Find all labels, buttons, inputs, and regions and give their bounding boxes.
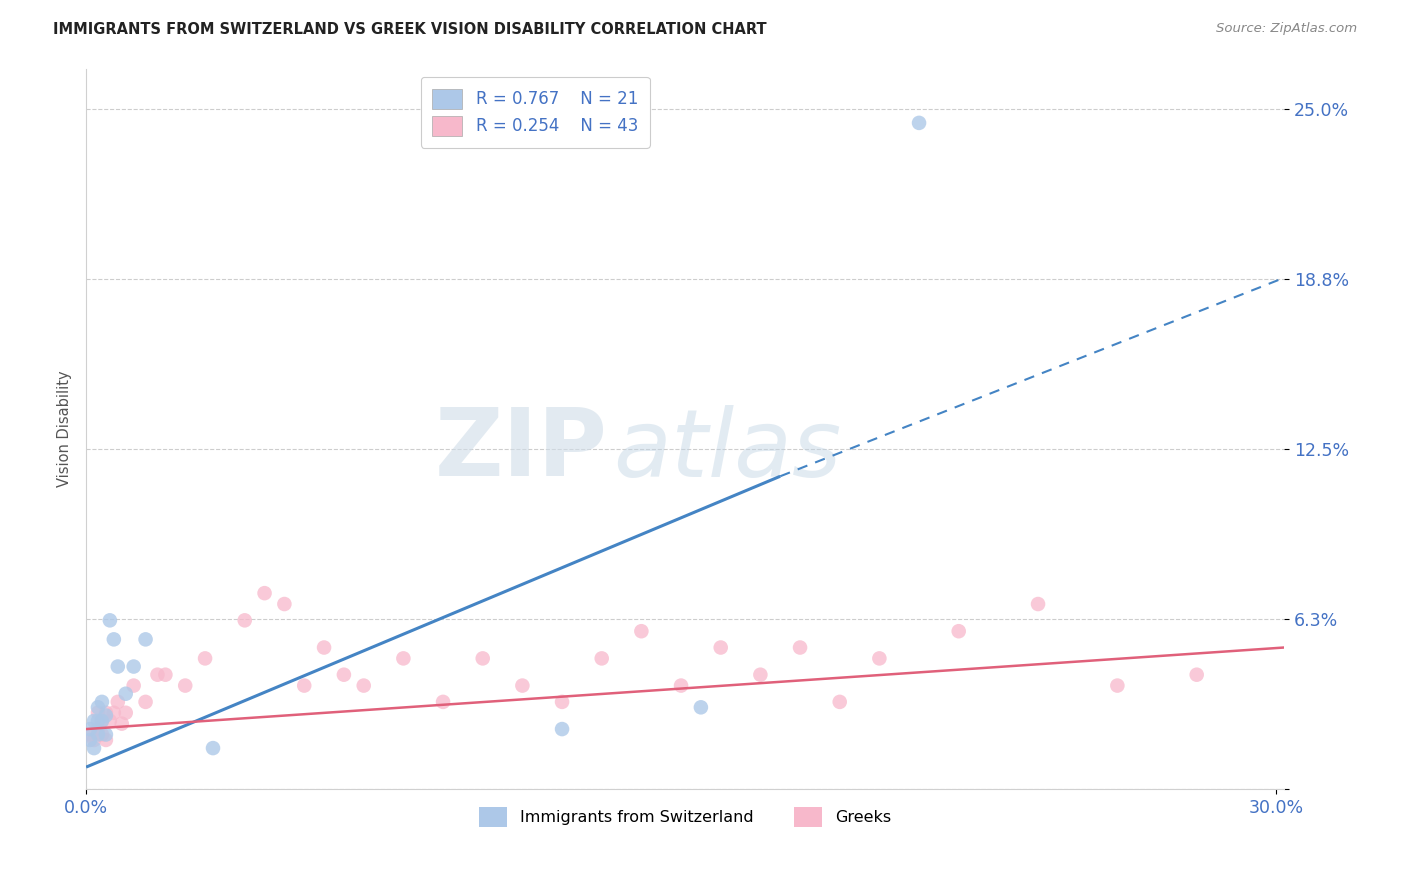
Point <box>79 733 101 747</box>
Point <box>689 700 711 714</box>
Point <box>83 714 105 728</box>
Point <box>630 624 652 639</box>
Point <box>87 722 110 736</box>
Point <box>91 714 114 728</box>
Point <box>98 714 121 728</box>
Point <box>83 733 105 747</box>
Point <box>292 679 315 693</box>
Point <box>122 659 145 673</box>
Point <box>551 722 574 736</box>
Text: Source: ZipAtlas.com: Source: ZipAtlas.com <box>1216 22 1357 36</box>
Point <box>908 116 931 130</box>
Point <box>87 714 110 728</box>
Point <box>79 722 101 736</box>
Point <box>94 727 117 741</box>
Point <box>94 706 117 720</box>
Legend: Immigrants from Switzerland, Greeks: Immigrants from Switzerland, Greeks <box>471 799 900 835</box>
Point <box>201 741 224 756</box>
Point <box>87 706 110 720</box>
Point <box>114 706 136 720</box>
Point <box>87 727 110 741</box>
Point <box>155 667 177 681</box>
Y-axis label: Vision Disability: Vision Disability <box>58 370 72 487</box>
Point <box>591 651 613 665</box>
Point <box>146 667 169 681</box>
Point <box>333 667 356 681</box>
Point <box>233 613 256 627</box>
Point <box>273 597 295 611</box>
Point <box>194 651 217 665</box>
Point <box>789 640 811 655</box>
Point <box>103 706 125 720</box>
Point <box>312 640 335 655</box>
Point <box>103 632 125 647</box>
Point <box>83 741 105 756</box>
Point <box>107 659 129 673</box>
Point <box>107 695 129 709</box>
Point <box>868 651 890 665</box>
Point <box>122 679 145 693</box>
Text: ZIP: ZIP <box>434 404 607 496</box>
Text: atlas: atlas <box>613 405 841 496</box>
Point <box>392 651 415 665</box>
Point <box>669 679 692 693</box>
Point <box>91 714 114 728</box>
Text: IMMIGRANTS FROM SWITZERLAND VS GREEK VISION DISABILITY CORRELATION CHART: IMMIGRANTS FROM SWITZERLAND VS GREEK VIS… <box>53 22 768 37</box>
Point <box>749 667 772 681</box>
Point <box>828 695 851 709</box>
Point <box>1185 667 1208 681</box>
Point <box>1026 597 1049 611</box>
Point <box>471 651 494 665</box>
Point <box>551 695 574 709</box>
Point <box>512 679 534 693</box>
Point <box>91 727 114 741</box>
Point <box>91 695 114 709</box>
Point <box>135 695 157 709</box>
Point <box>94 733 117 747</box>
Point <box>432 695 454 709</box>
Point <box>114 687 136 701</box>
Point <box>98 613 121 627</box>
Point <box>253 586 276 600</box>
Point <box>87 700 110 714</box>
Point <box>1107 679 1129 693</box>
Point <box>135 632 157 647</box>
Point <box>353 679 375 693</box>
Point <box>111 716 134 731</box>
Point <box>79 727 101 741</box>
Point <box>710 640 733 655</box>
Point <box>174 679 197 693</box>
Point <box>94 708 117 723</box>
Point <box>948 624 970 639</box>
